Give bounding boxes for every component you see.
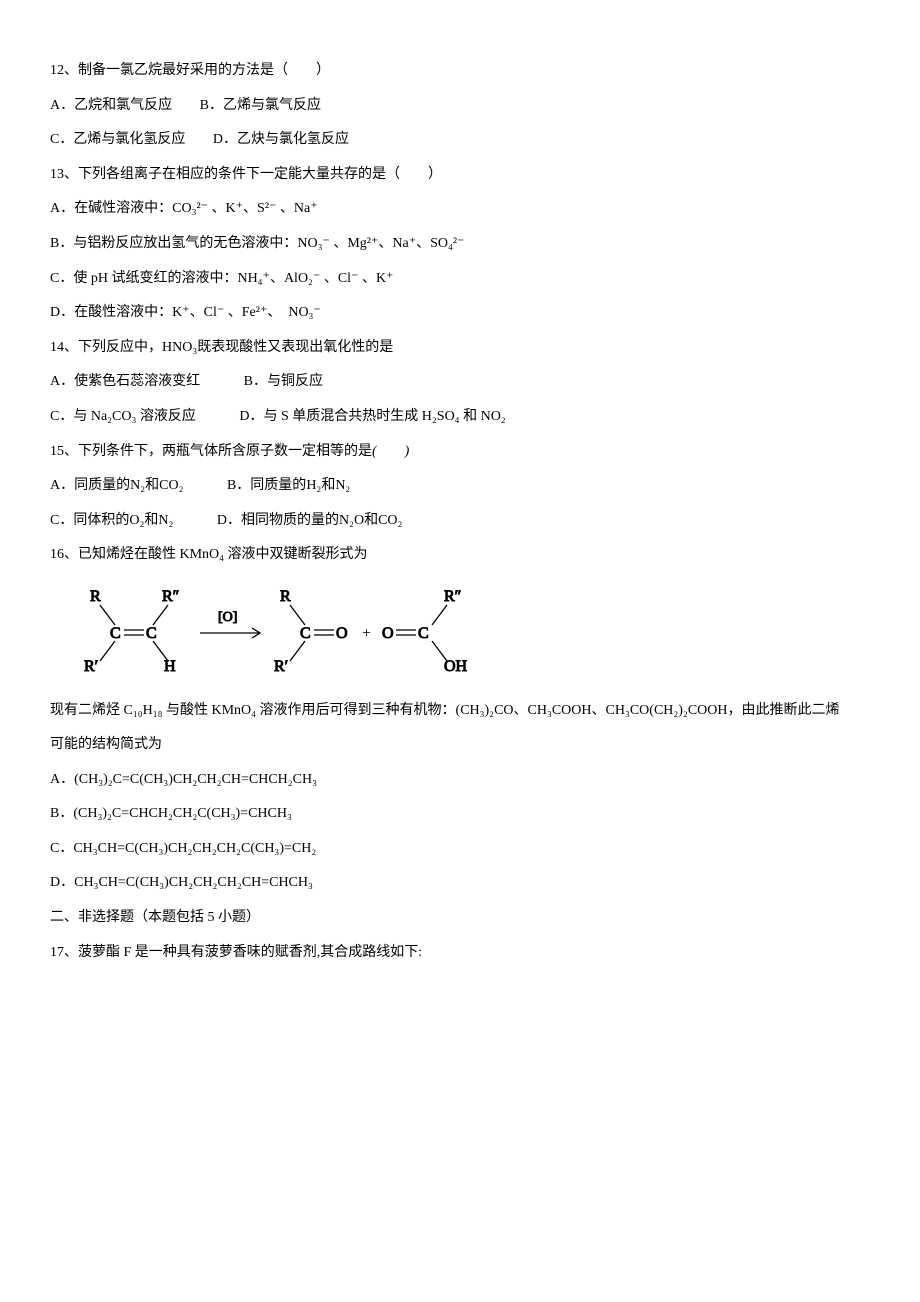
q16-reaction-diagram: R R″ C C R′ H [O] R C O: [70, 583, 870, 684]
q14-stem: 14、下列反应中，HNO₃既表现酸性又表现出氧化性的是: [50, 335, 870, 362]
q12-optC: C．乙烯与氯化氢反应: [50, 127, 185, 154]
diag-O1: O: [336, 625, 348, 642]
section2-head: 二、非选择题（本题包括 5 小题）: [50, 905, 870, 932]
q14-optC: C．与 Na₂CO₃ 溶液反应: [50, 404, 196, 431]
q13-optA-ions: CO₃²⁻ 、K⁺、S²⁻ 、Na⁺: [172, 201, 318, 216]
q14-optB: B．与铜反应: [244, 369, 323, 396]
q15-optA-pre: A．同质量的: [50, 478, 130, 493]
q14-optD-chem1: H₂SO₄: [422, 409, 460, 424]
q15-optD-mid: 和: [364, 513, 378, 528]
diag-C1: C: [110, 625, 121, 642]
q16-para1: 现有二烯烃 C₁₀H₁₈ 与酸性 KMnO₄ 溶液作用后可得到三种有机物：(CH…: [50, 698, 870, 725]
q15-optA-c1: N₂: [130, 478, 145, 493]
q15-optD-pre: D．相同物质的量的: [217, 513, 339, 528]
q16-stem: 16、已知烯烃在酸性 KMnO₄ 溶液中双键断裂形式为: [50, 542, 870, 569]
q15-optD-c1: N₂O: [339, 513, 364, 528]
q15-stem-paren: ( ): [372, 444, 409, 459]
q16-para-pre: 现有二烯烃 C₁₀H₁₈ 与酸性 KMnO₄ 溶液作用后可得到三种有机物：: [50, 703, 456, 718]
q14-stem-post: 既表现酸性又表现出氧化性的是: [197, 340, 393, 355]
q15-optA-c2: CO₂: [159, 478, 183, 493]
q15-optB-mid: 和: [321, 478, 335, 493]
q16-optB: B．(CH₃)₂C=CHCH₂CH₂C(CH₃)=CHCH₃: [50, 801, 870, 828]
q13-optD-ions: K⁺、Cl⁻ 、Fe²⁺、 NO₃⁻: [172, 305, 321, 320]
q13-optB-pre: B．与铝粉反应放出氢气的无色溶液中：: [50, 236, 297, 251]
q15-stem: 15、下列条件下，两瓶气体所含原子数一定相等的是( ): [50, 439, 870, 466]
q15-optB-pre: B．同质量的: [227, 478, 306, 493]
q14-stem-pre: 14、下列反应中，: [50, 340, 162, 355]
q12-optA: A．乙烷和氯气反应: [50, 93, 172, 120]
q14-optD: D．与 S 单质混合共热时生成 H₂SO₄ 和 NO₂: [239, 404, 505, 431]
q17-stem: 17、菠萝酯 F 是一种具有菠萝香味的赋香剂,其合成路线如下:: [50, 940, 870, 967]
q14-optA: A．使紫色石蕊溶液变红: [50, 369, 200, 396]
q15-stem-text: 15、下列条件下，两瓶气体所含原子数一定相等的是: [50, 444, 372, 459]
q12-row1: A．乙烷和氯气反应 B．乙烯与氯气反应: [50, 93, 870, 120]
diag-Rp2: R′: [274, 658, 288, 673]
q15-optC-c1: O₂: [129, 513, 144, 528]
q16-para2: 可能的结构简式为: [50, 732, 870, 759]
q14-optD-pre: D．与 S 单质混合共热时生成: [239, 409, 421, 424]
q13-optD-pre: D．在酸性溶液中：: [50, 305, 172, 320]
q14-optC-chem: Na₂CO₃: [91, 409, 137, 424]
diag-Rpp1: R″: [162, 588, 179, 605]
q14-row2: C．与 Na₂CO₃ 溶液反应 D．与 S 单质混合共热时生成 H₂SO₄ 和 …: [50, 404, 870, 431]
q14-optC-pre: C．与: [50, 409, 91, 424]
q15-optB-c2: N₂: [335, 478, 350, 493]
q13-optB-ions: NO₃⁻ 、Mg²⁺、Na⁺、SO₄²⁻: [297, 236, 464, 251]
q13-optC: C．使 pH 试纸变红的溶液中：NH₄⁺、AlO₂⁻ 、Cl⁻ 、K⁺: [50, 266, 870, 293]
q15-optA-mid: 和: [145, 478, 159, 493]
q16-para-post: 由此推断此二烯: [742, 703, 840, 718]
diag-OH: OH: [444, 658, 468, 673]
q16-optC: C．CH₃CH=C(CH₃)CH₂CH₂CH₂C(CH₃)=CH₂: [50, 836, 870, 863]
q14-stem-chem: HNO₃: [162, 340, 197, 355]
q13-optD: D．在酸性溶液中：K⁺、Cl⁻ 、Fe²⁺、 NO₃⁻: [50, 300, 870, 327]
q15-optB-c1: H₂: [306, 478, 321, 493]
q13-optB: B．与铝粉反应放出氢气的无色溶液中：NO₃⁻ 、Mg²⁺、Na⁺、SO₄²⁻: [50, 231, 870, 258]
page-content: 12、制备一氯乙烷最好采用的方法是（ ） A．乙烷和氯气反应 B．乙烯与氯气反应…: [0, 0, 920, 1024]
q16-optD: D．CH₃CH=C(CH₃)CH₂CH₂CH₂CH=CHCH₃: [50, 870, 870, 897]
diag-C3: C: [300, 625, 311, 642]
q15-optB: B．同质量的H₂和N₂: [227, 473, 350, 500]
svg-text:+: +: [362, 625, 371, 642]
q15-row1: A．同质量的N₂和CO₂ B．同质量的H₂和N₂: [50, 473, 870, 500]
diag-C2: C: [146, 625, 157, 642]
q15-optC-mid: 和: [144, 513, 158, 528]
q12-row2: C．乙烯与氯化氢反应 D．乙炔与氯化氢反应: [50, 127, 870, 154]
diag-O2: O: [382, 625, 394, 642]
diag-Rpp2: R″: [444, 588, 461, 605]
q12-optB: B．乙烯与氯气反应: [200, 93, 321, 120]
q13-optA: A．在碱性溶液中：CO₃²⁻ 、K⁺、S²⁻ 、Na⁺: [50, 196, 870, 223]
diag-R1: R: [90, 588, 101, 605]
q12-stem: 12、制备一氯乙烷最好采用的方法是（ ）: [50, 58, 870, 85]
q15-optC-c2: N₂: [158, 513, 173, 528]
q13-optC-ions: NH₄⁺、AlO₂⁻ 、Cl⁻ 、K⁺: [237, 271, 393, 286]
q13-optC-pre: C．使 pH 试纸变红的溶液中：: [50, 271, 237, 286]
diag-arrow-label: [O]: [218, 610, 237, 625]
q12-optD: D．乙炔与氯化氢反应: [213, 127, 349, 154]
q14-optD-mid: 和: [460, 409, 481, 424]
q15-row2: C．同体积的O₂和N₂ D．相同物质的量的N₂O和CO₂: [50, 508, 870, 535]
q15-optC: C．同体积的O₂和N₂: [50, 508, 173, 535]
q14-optD-chem2: NO₂: [481, 409, 506, 424]
q14-row1: A．使紫色石蕊溶液变红 B．与铜反应: [50, 369, 870, 396]
q13-optA-pre: A．在碱性溶液中：: [50, 201, 172, 216]
q16-optA: A．(CH₃)₂C=C(CH₃)CH₂CH₂CH=CHCH₂CH₃: [50, 767, 870, 794]
q15-optC-pre: C．同体积的: [50, 513, 129, 528]
q15-optD: D．相同物质的量的N₂O和CO₂: [217, 508, 403, 535]
q15-optA: A．同质量的N₂和CO₂: [50, 473, 183, 500]
diag-H: H: [164, 658, 176, 673]
q16-products: (CH₃)₂CO、CH₃COOH、CH₃CO(CH₂)₂COOH，: [456, 703, 742, 718]
q14-optC-post: 溶液反应: [136, 409, 196, 424]
q15-optD-c2: CO₂: [378, 513, 402, 528]
diag-Rp1: R′: [84, 658, 98, 673]
q13-stem: 13、下列各组离子在相应的条件下一定能大量共存的是（ ）: [50, 162, 870, 189]
diag-R2: R: [280, 588, 291, 605]
diag-C4: C: [418, 625, 429, 642]
